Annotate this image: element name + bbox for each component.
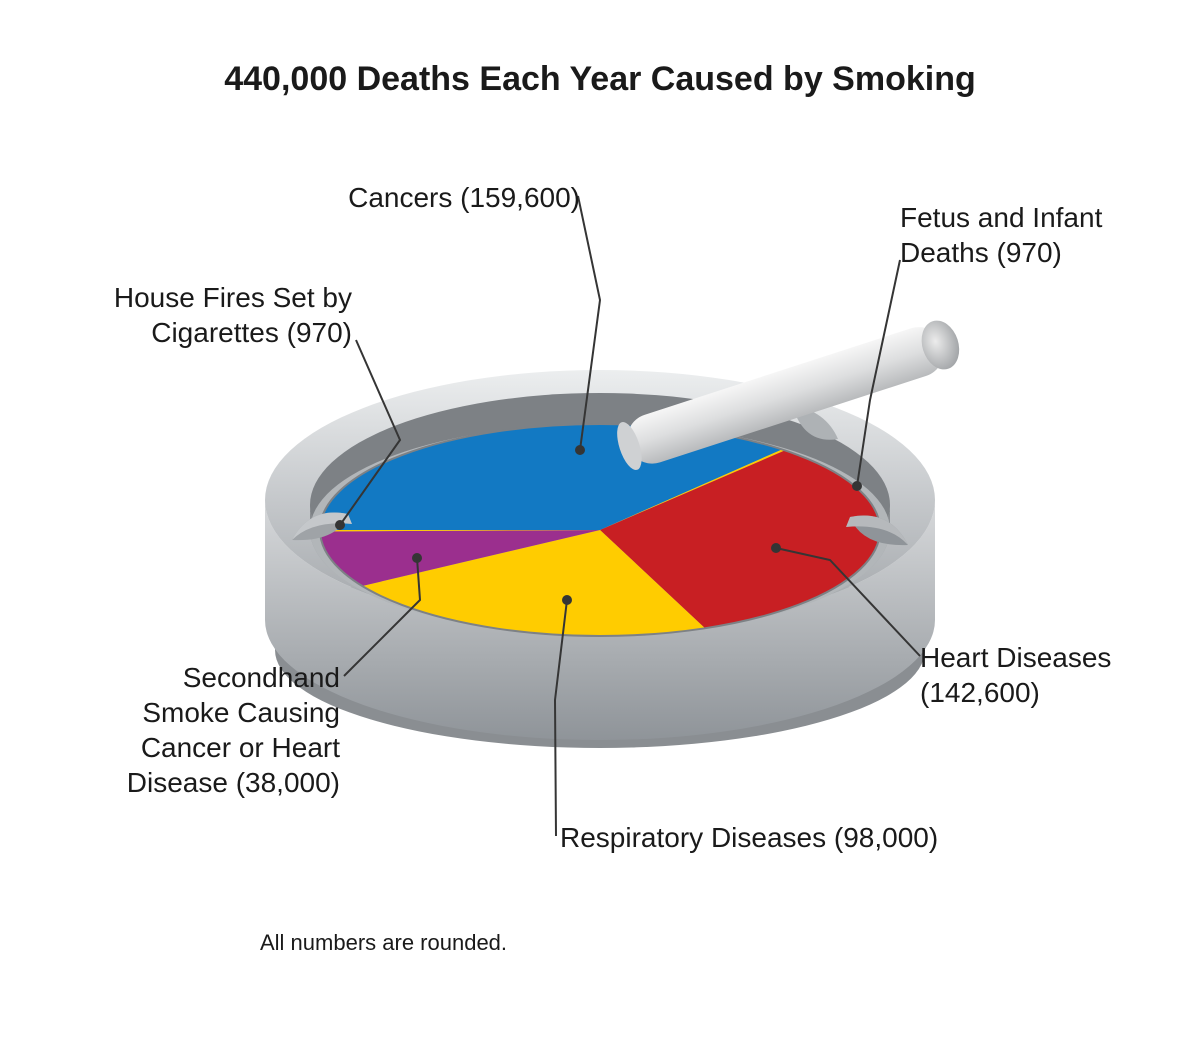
label-fetus-infant: Fetus and Infant Deaths (970) — [900, 200, 1200, 270]
label-secondhand: Secondhand Smoke Causing Cancer or Heart… — [60, 660, 340, 800]
label-respiratory: Respiratory Diseases (98,000) — [560, 820, 1060, 855]
label-fetus-l1: Fetus and Infant — [900, 200, 1200, 235]
label-house-fires: House Fires Set by Cigarettes (970) — [42, 280, 352, 350]
label-house-fires-l1: House Fires Set by — [42, 280, 352, 315]
label-cancers-text: Cancers (159,600) — [348, 182, 580, 213]
ashtray-pie-graphic — [0, 0, 1200, 1037]
label-secondhand-l1: Secondhand — [60, 660, 340, 695]
label-fetus-l2: Deaths (970) — [900, 235, 1200, 270]
label-heart-l2: (142,600) — [920, 675, 1180, 710]
label-secondhand-l4: Disease (38,000) — [60, 765, 340, 800]
label-heart: Heart Diseases (142,600) — [920, 640, 1180, 710]
label-cancers: Cancers (159,600) — [280, 180, 580, 215]
footnote-text: All numbers are rounded. — [260, 930, 507, 956]
label-heart-l1: Heart Diseases — [920, 640, 1180, 675]
label-secondhand-l2: Smoke Causing — [60, 695, 340, 730]
pie-chart — [320, 424, 880, 636]
label-respiratory-text: Respiratory Diseases (98,000) — [560, 822, 938, 853]
label-secondhand-l3: Cancer or Heart — [60, 730, 340, 765]
label-house-fires-l2: Cigarettes (970) — [42, 315, 352, 350]
ashtray-illustration — [265, 316, 965, 748]
